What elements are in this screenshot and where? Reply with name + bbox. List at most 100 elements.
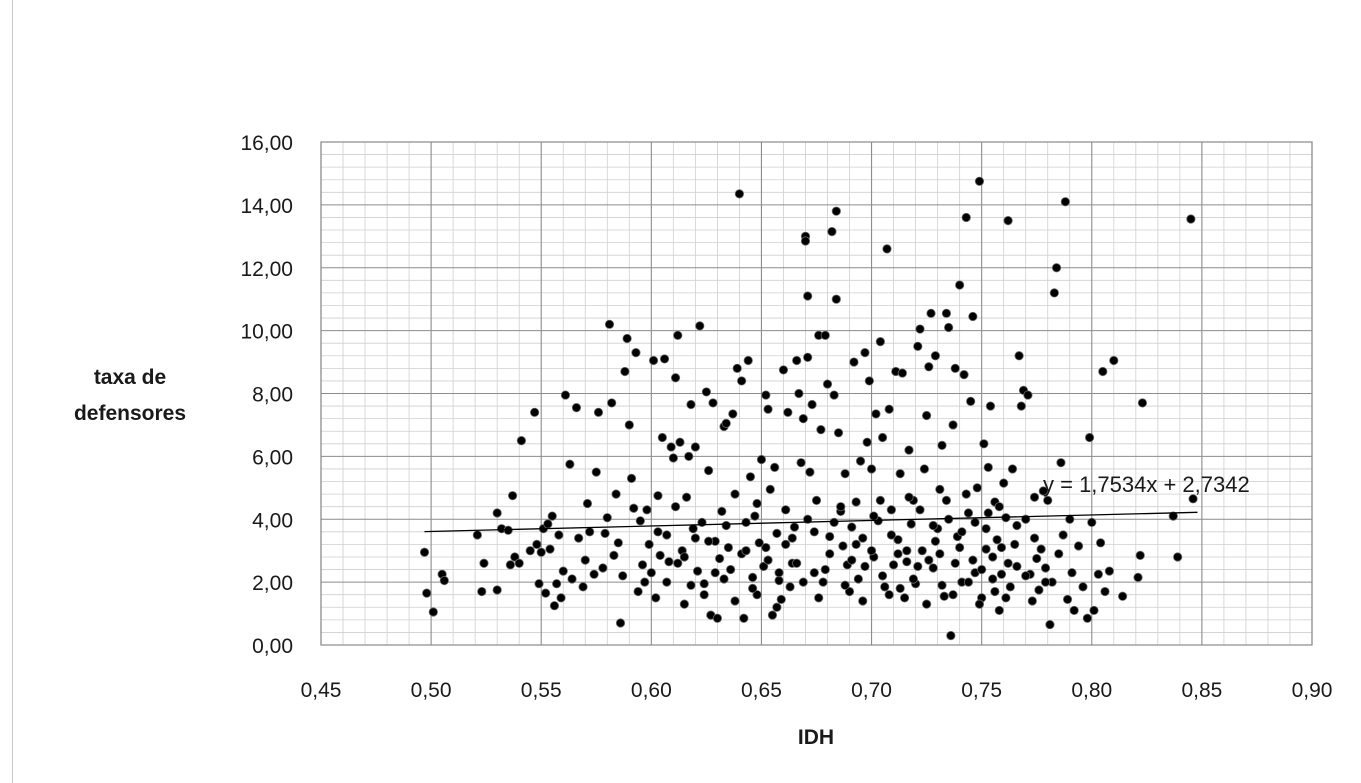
data-point [884,404,894,414]
data-point [737,376,747,386]
data-point [803,352,813,362]
data-point [1056,458,1066,468]
data-point [809,527,819,537]
data-point [981,524,991,534]
data-point [1027,596,1037,606]
data-point [977,564,987,575]
data-point [1109,355,1119,366]
data-point [847,522,857,532]
data-point [710,568,720,578]
data-point [507,491,518,501]
data-point [629,503,639,513]
data-point [829,517,839,527]
data-point [690,442,700,452]
data-point [820,564,830,575]
data-point [1001,593,1011,603]
data-point [1087,517,1097,527]
y-tick-labels: 0,00 2,00 4,00 6,00 8,00 10,00 12,00 14,00 16,00 [240,132,293,658]
data-point [831,294,841,304]
data-point [624,420,634,430]
data-point [609,550,619,561]
data-point [800,236,811,246]
data-point [974,176,985,186]
data-point [1032,553,1042,564]
x-tick-label: 0,75 [961,679,1002,702]
data-point [957,527,967,537]
data-point [948,420,958,430]
data-point [536,547,546,557]
y-tick-label: 10,00 [240,321,293,344]
data-point [935,549,945,559]
data-point [618,571,628,581]
data-point [990,586,1000,597]
data-point [899,593,910,603]
data-point [792,355,802,366]
data-point [983,462,993,472]
data-point [703,465,714,476]
data-point [895,469,905,479]
data-point [679,599,689,609]
data-point [1040,577,1051,587]
x-axis-title: IDH [798,726,834,749]
data-point [853,574,863,584]
data-point [807,399,817,410]
data-point [809,568,819,578]
data-point [761,390,771,400]
data-point [866,464,877,474]
data-point [730,596,740,606]
data-point [774,568,784,578]
data-point [712,613,723,623]
plot-area-border [320,141,1313,646]
data-point [866,546,877,556]
data-point [1016,401,1026,411]
data-point [530,407,540,417]
data-point [761,542,771,553]
data-point [1043,495,1053,505]
data-point [816,425,826,435]
data-point [1034,585,1044,595]
data-point [1093,569,1103,579]
data-point [554,530,564,540]
data-point [670,373,681,383]
data-point [924,362,934,372]
data-point [695,321,705,331]
data-point [1029,492,1040,502]
data-point [979,439,989,449]
data-point [734,189,745,199]
data-point [1073,541,1084,551]
data-point [919,464,930,474]
x-tick-label: 0,55 [521,679,562,702]
data-point [988,574,998,584]
data-point [968,555,978,565]
data-point [858,596,868,606]
data-point [585,527,595,537]
data-point [886,530,896,540]
data-point [825,531,835,542]
x-tick-label: 0,50 [411,679,452,702]
data-point [829,390,839,400]
data-point [719,574,729,584]
data-point [792,558,802,568]
data-point [882,244,892,254]
data-point [776,594,786,605]
data-point [847,555,857,565]
data-point [1135,550,1145,561]
trendline [424,511,1198,533]
data-point [1173,552,1183,562]
data-point [543,519,553,529]
data-point [783,407,793,417]
data-point [798,414,808,424]
y-tick-label: 4,00 [252,509,293,532]
data-point [662,530,672,540]
data-point [642,505,652,515]
data-point [994,502,1004,512]
data-point [686,399,696,410]
data-point [851,539,861,550]
data-point [941,308,952,318]
data-point [567,574,577,584]
left-border-line [12,0,13,783]
data-point [994,605,1004,616]
data-point [1100,586,1110,597]
data-point [1036,544,1046,554]
data-point [1029,533,1040,543]
